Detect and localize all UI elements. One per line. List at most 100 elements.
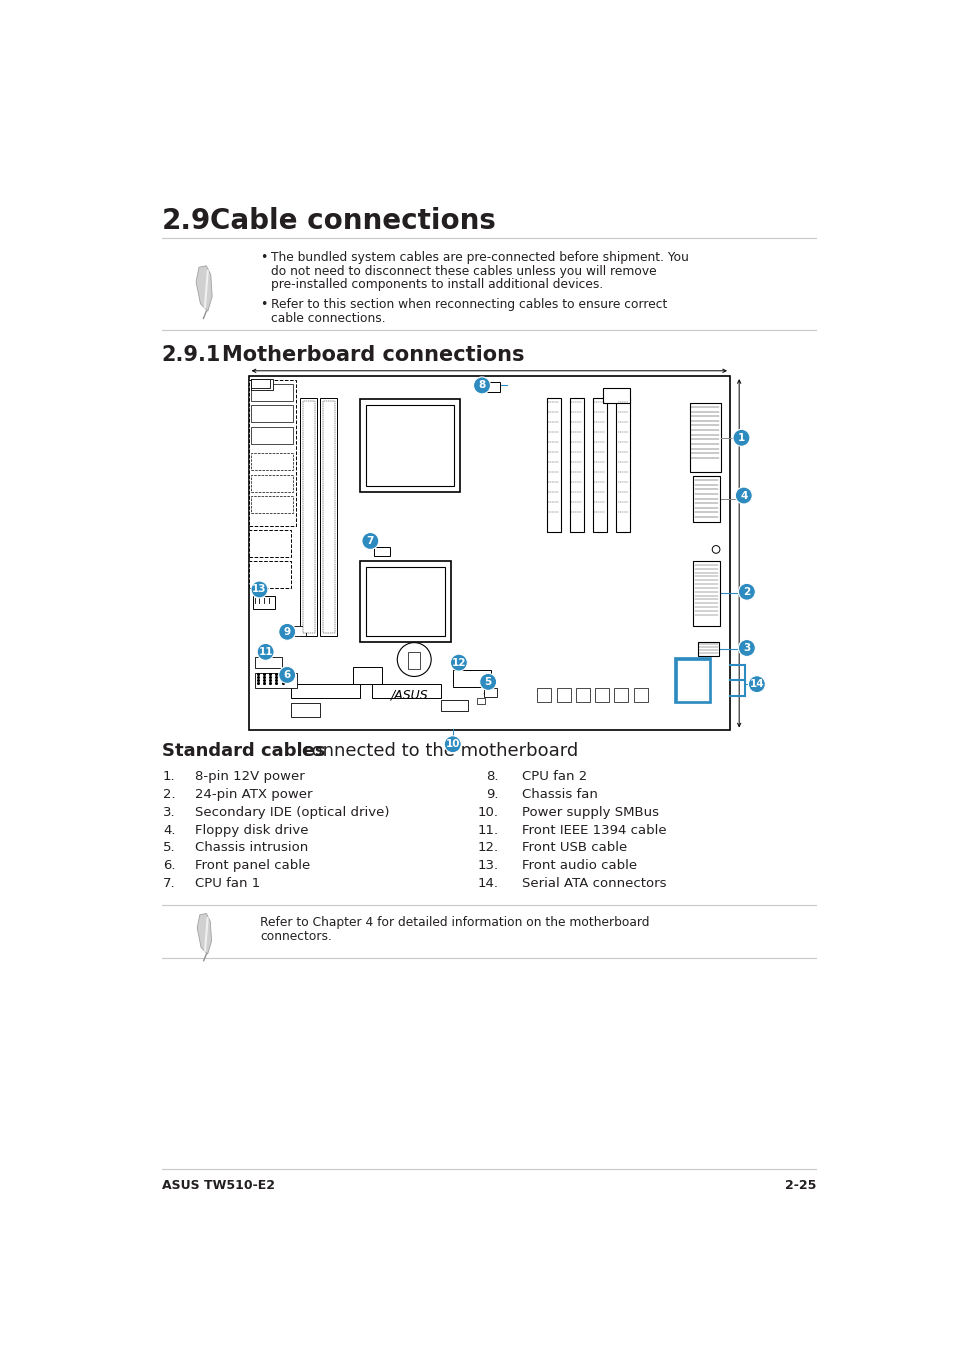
- Bar: [692, 477, 720, 523]
- Text: Cable connections: Cable connections: [210, 207, 496, 235]
- Text: 7: 7: [366, 536, 374, 546]
- Text: pre-installed components to install additional devices.: pre-installed components to install addi…: [271, 278, 602, 292]
- Text: connected to the motherboard: connected to the motherboard: [296, 742, 578, 759]
- Circle shape: [738, 584, 755, 600]
- Bar: [697, 642, 719, 655]
- Text: ASUS TW510-E2: ASUS TW510-E2: [161, 1178, 274, 1192]
- Bar: [595, 688, 608, 703]
- Bar: [249, 530, 291, 557]
- Bar: [251, 427, 293, 444]
- Circle shape: [738, 639, 755, 657]
- Bar: [254, 673, 297, 688]
- Text: 8-pin 12V power: 8-pin 12V power: [194, 770, 304, 784]
- Bar: [440, 700, 468, 711]
- Bar: [251, 474, 293, 492]
- Bar: [633, 688, 647, 703]
- Text: Standard cables: Standard cables: [161, 742, 325, 759]
- Text: •: •: [260, 297, 268, 311]
- Bar: [546, 397, 560, 532]
- Text: Front audio cable: Front audio cable: [521, 859, 637, 871]
- Bar: [476, 698, 484, 704]
- Text: Motherboard connections: Motherboard connections: [221, 346, 524, 365]
- Bar: [676, 659, 708, 701]
- Bar: [592, 397, 606, 532]
- Bar: [249, 380, 296, 527]
- Text: do not need to disconnect these cables unless you will remove: do not need to disconnect these cables u…: [271, 265, 656, 277]
- Text: •: •: [260, 251, 268, 263]
- Bar: [251, 496, 293, 513]
- Bar: [374, 547, 389, 557]
- Text: 14.: 14.: [477, 877, 498, 890]
- Text: 6.: 6.: [163, 859, 175, 871]
- Circle shape: [479, 673, 497, 690]
- Bar: [302, 401, 314, 634]
- Text: 5.: 5.: [163, 842, 175, 854]
- Text: 10: 10: [445, 739, 459, 750]
- Circle shape: [278, 666, 295, 684]
- Bar: [360, 561, 451, 642]
- Text: 9.: 9.: [486, 788, 498, 801]
- Text: 6: 6: [283, 670, 291, 680]
- Bar: [251, 380, 273, 390]
- Text: 4.: 4.: [163, 824, 175, 836]
- Circle shape: [735, 488, 752, 504]
- Bar: [322, 401, 335, 634]
- Bar: [251, 405, 293, 423]
- Bar: [689, 403, 720, 473]
- Bar: [483, 382, 500, 392]
- Text: 2.9.1: 2.9.1: [161, 346, 221, 365]
- Bar: [408, 651, 420, 669]
- Text: 3: 3: [742, 643, 750, 653]
- Text: 2.: 2.: [163, 788, 175, 801]
- Bar: [300, 397, 317, 636]
- Text: 7.: 7.: [163, 877, 175, 890]
- Text: Refer to Chapter 4 for detailed information on the motherboard: Refer to Chapter 4 for detailed informat…: [260, 916, 649, 929]
- Circle shape: [361, 532, 378, 550]
- Text: Chassis intrusion: Chassis intrusion: [194, 842, 308, 854]
- Circle shape: [748, 676, 764, 693]
- Circle shape: [257, 643, 274, 661]
- Circle shape: [473, 377, 490, 394]
- Text: 13.: 13.: [477, 859, 498, 871]
- Text: Serial ATA connectors: Serial ATA connectors: [521, 877, 666, 890]
- Polygon shape: [196, 266, 212, 311]
- Text: 12: 12: [451, 658, 466, 667]
- Bar: [616, 397, 629, 532]
- Text: Secondary IDE (optical drive): Secondary IDE (optical drive): [194, 805, 389, 819]
- Bar: [251, 384, 293, 401]
- Bar: [537, 688, 551, 703]
- Text: Chassis fan: Chassis fan: [521, 788, 598, 801]
- Bar: [569, 397, 583, 532]
- Text: 2: 2: [742, 586, 750, 597]
- Text: 8: 8: [477, 381, 485, 390]
- Bar: [251, 380, 270, 389]
- Bar: [291, 684, 360, 698]
- Text: 9: 9: [283, 627, 291, 636]
- Bar: [674, 657, 711, 704]
- Text: Front USB cable: Front USB cable: [521, 842, 627, 854]
- Text: 8.: 8.: [486, 770, 498, 784]
- Text: Floppy disk drive: Floppy disk drive: [194, 824, 308, 836]
- Circle shape: [251, 581, 268, 598]
- Text: cable connections.: cable connections.: [271, 312, 385, 324]
- Bar: [360, 400, 460, 492]
- Circle shape: [450, 654, 467, 671]
- Text: Front IEEE 1394 cable: Front IEEE 1394 cable: [521, 824, 666, 836]
- Text: 2-25: 2-25: [784, 1178, 816, 1192]
- Text: 4: 4: [740, 490, 747, 500]
- Bar: [602, 388, 629, 403]
- Circle shape: [444, 736, 460, 753]
- Text: 11: 11: [258, 647, 273, 657]
- Text: 2.9: 2.9: [161, 207, 211, 235]
- Bar: [614, 688, 628, 703]
- Bar: [249, 561, 291, 588]
- Text: 13: 13: [252, 585, 267, 594]
- Text: 5: 5: [484, 677, 491, 686]
- Circle shape: [712, 546, 720, 554]
- Text: 11.: 11.: [477, 824, 498, 836]
- Circle shape: [732, 430, 749, 446]
- Bar: [366, 567, 444, 636]
- Text: 1: 1: [737, 432, 744, 443]
- Text: 24-pin ATX power: 24-pin ATX power: [194, 788, 312, 801]
- Bar: [291, 627, 306, 636]
